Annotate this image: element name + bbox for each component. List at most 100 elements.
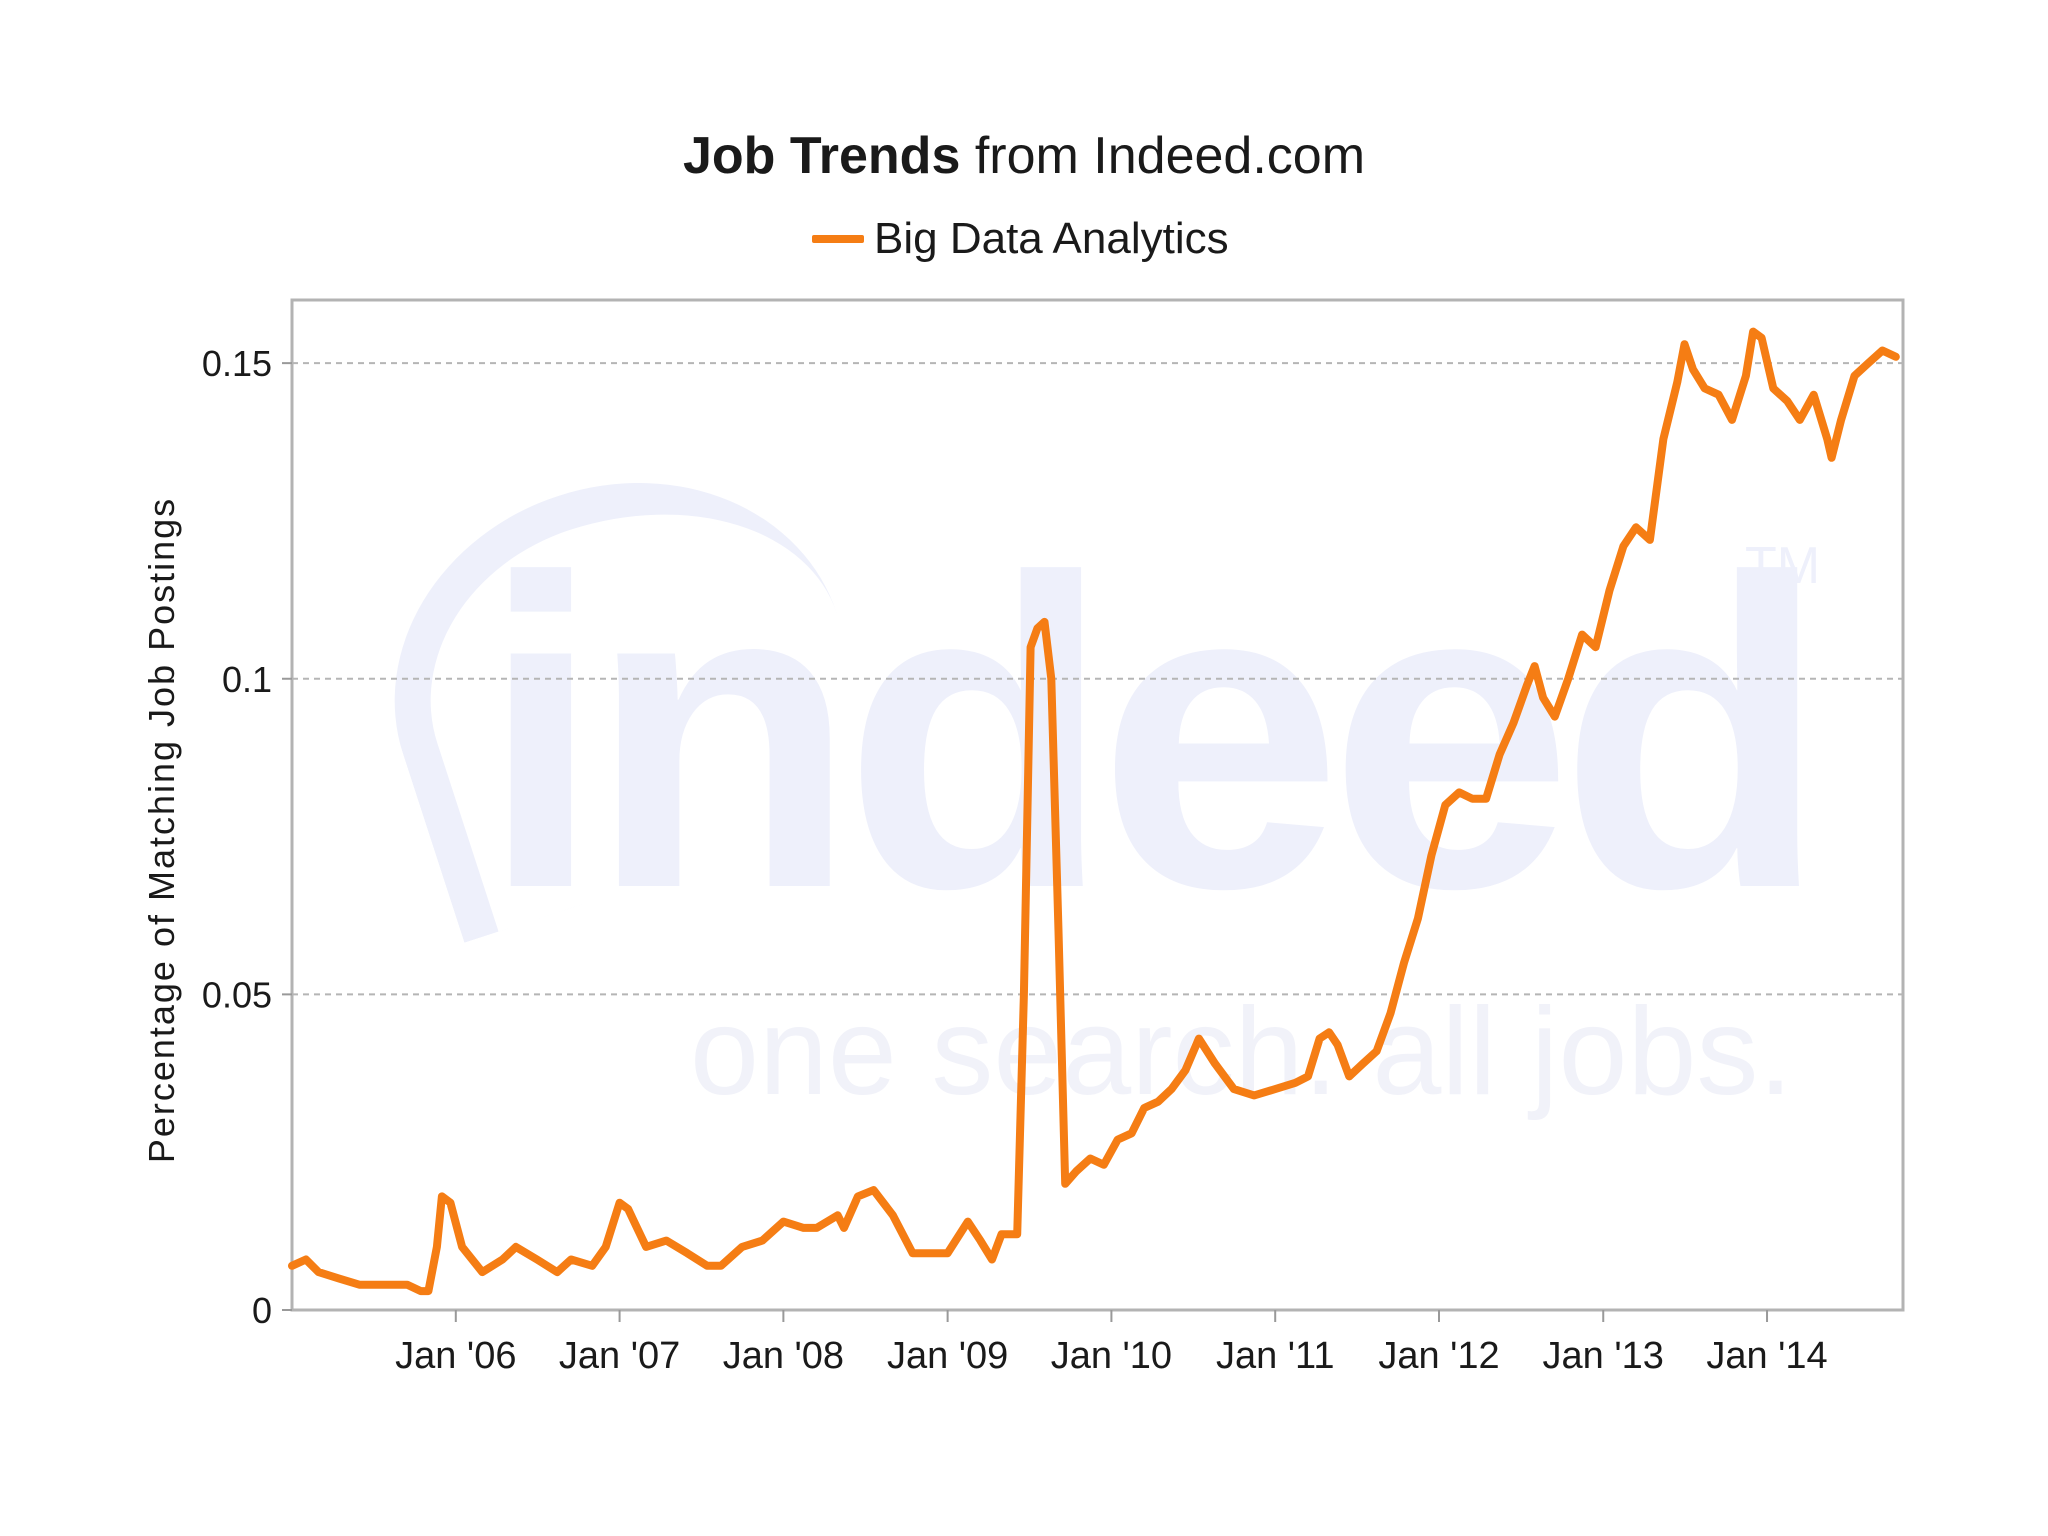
series-point-0-65 — [1232, 1087, 1236, 1091]
series-point-0-56 — [1102, 1163, 1106, 1167]
x-tick-label-3: Jan '09 — [887, 1335, 1008, 1377]
series-point-0-67 — [1273, 1087, 1277, 1091]
series-point-0-2 — [317, 1270, 320, 1274]
series-point-0-7 — [419, 1289, 423, 1293]
series-point-0-12 — [460, 1245, 464, 1249]
series-point-0-15 — [514, 1245, 518, 1249]
series-point-0-54 — [1074, 1169, 1078, 1173]
series-point-0-85 — [1512, 721, 1515, 725]
x-tick-label-1: Jan '07 — [559, 1335, 680, 1377]
series-point-0-108 — [1785, 399, 1789, 403]
series-point-0-14 — [501, 1258, 504, 1261]
series-point-0-60 — [1156, 1100, 1160, 1104]
series-point-0-71 — [1327, 1030, 1331, 1034]
series-point-0-61 — [1170, 1087, 1173, 1091]
series-point-0-45 — [1008, 1232, 1012, 1236]
series-point-0-39 — [925, 1251, 928, 1255]
chart-legend: Big Data Analytics — [812, 212, 1229, 266]
series-point-0-68 — [1293, 1081, 1297, 1085]
series-point-0-32 — [815, 1226, 819, 1230]
series-point-0-24 — [664, 1239, 668, 1243]
series-point-0-9 — [435, 1245, 439, 1249]
series-point-0-41 — [966, 1220, 970, 1224]
series-point-0-64 — [1213, 1062, 1217, 1066]
series-point-0-5 — [385, 1283, 389, 1287]
series-point-0-115 — [1866, 361, 1870, 365]
series-point-0-82 — [1470, 797, 1474, 801]
series-point-0-34 — [842, 1226, 846, 1230]
series-point-0-52 — [1057, 929, 1060, 933]
series-point-0-99 — [1683, 342, 1686, 346]
series-point-0-31 — [802, 1226, 806, 1230]
x-tick-label-7: Jan '13 — [1543, 1335, 1664, 1377]
x-tick-label-0: Jan '06 — [395, 1335, 516, 1377]
series-point-0-35 — [856, 1194, 860, 1198]
series-line-0 — [288, 327, 1900, 1296]
series-point-0-88 — [1541, 696, 1545, 700]
y-tick-label-2: 0.1 — [222, 659, 272, 700]
series-point-0-33 — [836, 1213, 840, 1217]
series-point-0-107 — [1771, 386, 1775, 390]
x-tick-label-2: Jan '08 — [723, 1335, 844, 1377]
series-point-0-22 — [626, 1207, 630, 1211]
series-point-0-48 — [1029, 645, 1033, 649]
series-point-0-106 — [1760, 336, 1764, 340]
series-point-0-83 — [1484, 797, 1488, 801]
series-point-0-18 — [569, 1258, 573, 1261]
plot-frame — [290, 298, 1905, 1312]
series-point-0-77 — [1402, 961, 1406, 965]
series-point-0-16 — [535, 1258, 539, 1261]
series-point-0-72 — [1336, 1043, 1340, 1047]
series-point-0-109 — [1798, 418, 1802, 422]
series-point-0-4 — [358, 1283, 362, 1287]
x-tick-label-5: Jan '11 — [1216, 1335, 1335, 1377]
series-point-0-44 — [1000, 1232, 1003, 1236]
series-point-0-75 — [1375, 1049, 1379, 1053]
series-point-0-43 — [990, 1258, 994, 1261]
series-point-0-10 — [440, 1194, 444, 1198]
chart-title: Job Trends from Indeed.com — [0, 126, 2048, 186]
chart-title-bold: Job Trends — [682, 127, 961, 185]
series-point-0-37 — [891, 1213, 895, 1217]
legend-label: Big Data Analytics — [874, 214, 1229, 263]
series-point-0-86 — [1525, 683, 1529, 687]
series-point-0-19 — [590, 1264, 594, 1268]
series-point-0-3 — [337, 1276, 341, 1280]
series-point-0-93 — [1608, 588, 1611, 592]
series-point-0-27 — [719, 1264, 723, 1268]
series-point-0-117 — [1894, 355, 1898, 359]
series-point-0-46 — [1015, 1232, 1019, 1236]
x-tick-label-6: Jan '12 — [1378, 1335, 1499, 1377]
series-point-0-73 — [1347, 1074, 1351, 1078]
series-point-0-112 — [1830, 456, 1834, 460]
series-point-0-8 — [426, 1289, 430, 1293]
series-point-0-6 — [405, 1283, 409, 1287]
series-point-0-21 — [618, 1201, 622, 1205]
series-point-0-97 — [1661, 437, 1665, 441]
series-point-0-50 — [1043, 620, 1046, 624]
series-point-0-89 — [1553, 715, 1557, 719]
series-point-0-47 — [1022, 992, 1026, 996]
series-point-0-36 — [872, 1188, 876, 1192]
series-point-0-103 — [1730, 418, 1734, 422]
series-point-0-91 — [1580, 633, 1584, 637]
series-point-0-17 — [555, 1270, 559, 1274]
series-point-0-25 — [685, 1251, 689, 1255]
series-point-0-87 — [1533, 664, 1537, 668]
y-tick-label-1: 0.05 — [202, 974, 272, 1015]
legend-swatch — [812, 235, 864, 243]
chart-title-rest: from Indeed.com — [974, 127, 1366, 185]
series-point-0-11 — [448, 1201, 452, 1205]
series-point-0-113 — [1839, 418, 1843, 422]
series-point-0-1 — [304, 1258, 308, 1261]
series-point-0-101 — [1703, 386, 1707, 390]
series-point-0-95 — [1634, 525, 1638, 529]
series-point-0-111 — [1825, 437, 1829, 441]
series-point-0-76 — [1389, 1011, 1392, 1015]
series-point-0-20 — [604, 1245, 608, 1249]
series-point-0-57 — [1116, 1138, 1120, 1142]
series-point-0-38 — [911, 1251, 915, 1255]
series-point-0-96 — [1648, 538, 1652, 542]
series-point-0-102 — [1717, 393, 1721, 397]
